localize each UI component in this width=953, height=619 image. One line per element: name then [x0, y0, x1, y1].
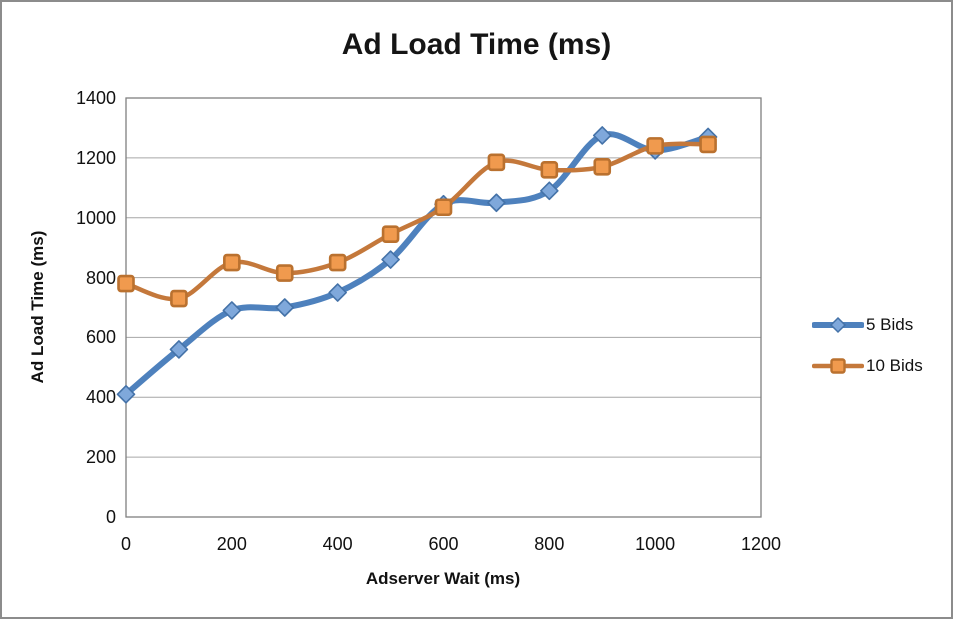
series-line-10-bids [123, 141, 711, 302]
y-tick-label-600: 600 [85, 327, 116, 348]
marker-square [275, 264, 294, 282]
marker-diamond [381, 250, 400, 269]
chart-title: Ad Load Time (ms) [341, 28, 612, 61]
marker-square [699, 135, 717, 154]
marker-square [646, 137, 664, 155]
x-axis-title: Adserver Wait (ms) [365, 569, 521, 588]
y-tick-label-1400: 1400 [75, 88, 116, 108]
y-tick-label-400: 400 [85, 387, 116, 408]
marker-square [593, 158, 612, 176]
legend-entry-5-bids: 5 Bids [812, 315, 923, 334]
marker-diamond [592, 126, 612, 145]
marker-square [434, 198, 453, 217]
x-tick-label-0: 0 [120, 534, 131, 554]
x-tick-label-800: 800 [534, 534, 565, 554]
x-tick-label-1000: 1000 [635, 534, 676, 554]
marker-diamond [222, 301, 242, 320]
x-tick-label-600: 600 [428, 534, 459, 554]
x-tick-label-1200: 1200 [740, 534, 782, 554]
y-tick-label-0: 0 [105, 507, 116, 527]
marker-square [223, 253, 241, 272]
legend-label: 5 Bids [866, 315, 914, 334]
legend-entry-10-bids: 10 Bids [812, 356, 923, 375]
marker-square [540, 161, 559, 179]
y-tick-label-1200: 1200 [75, 147, 116, 168]
marker-square [170, 289, 188, 308]
marker-diamond [169, 340, 189, 359]
marker-diamond [540, 181, 559, 201]
y-tick-label-1000: 1000 [75, 207, 116, 228]
y-tick-label-800: 800 [85, 267, 116, 288]
marker-square [487, 153, 506, 172]
y-axis-title: Ad Load Time (ms) [28, 230, 47, 384]
x-tick-label-400: 400 [322, 534, 353, 554]
marker-square [381, 225, 400, 243]
marker-square [117, 274, 135, 293]
y-tick-label-200: 200 [85, 447, 116, 468]
x-tick-label-200: 200 [216, 534, 247, 554]
marker-diamond [487, 193, 506, 213]
series-line-5-bids [123, 131, 712, 398]
marker-diamond [328, 283, 347, 302]
legend-label: 10 Bids [866, 356, 923, 375]
marker-square [328, 253, 347, 272]
legend-marker-square-icon [812, 358, 864, 374]
legend-marker-diamond-icon [812, 316, 864, 334]
legend: 5 Bids 10 Bids [812, 315, 923, 398]
plot-border [125, 97, 762, 518]
marker-diamond [116, 384, 136, 404]
marker-diamond [275, 298, 295, 317]
